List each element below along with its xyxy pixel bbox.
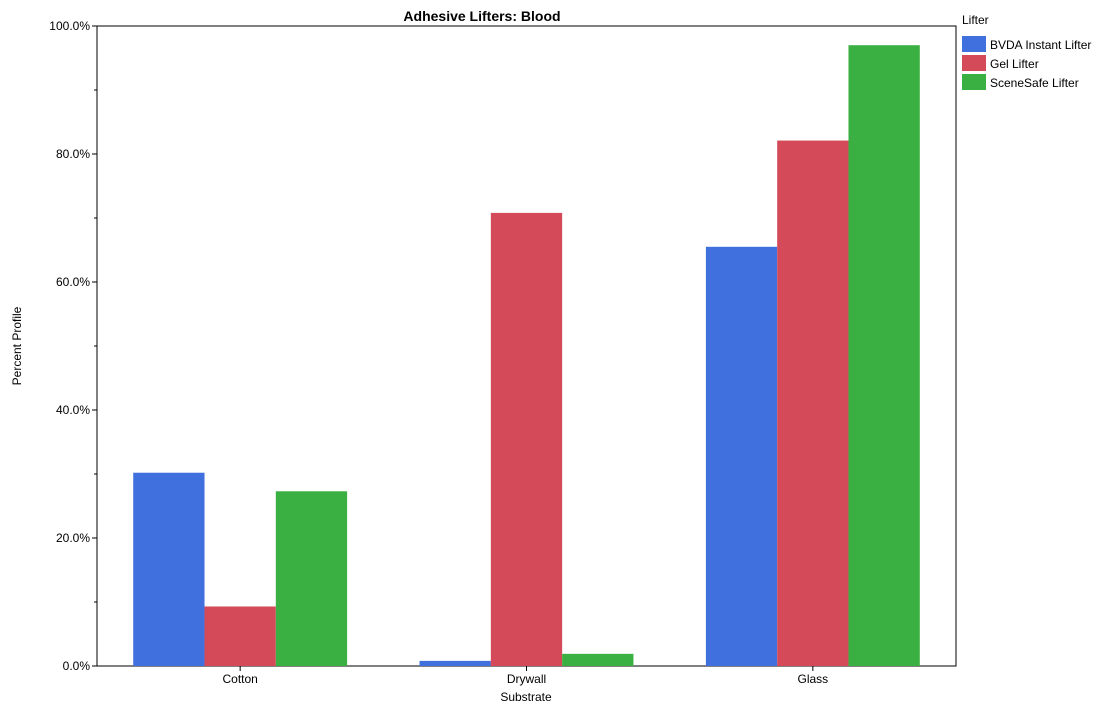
bars [133, 45, 920, 667]
legend-entry: SceneSafe Lifter [990, 76, 1079, 90]
legend-title: Lifter [962, 13, 989, 27]
legend-entry: BVDA Instant Lifter [990, 38, 1091, 52]
x-tick-label: Drywall [507, 672, 546, 686]
y-tick-label: 80.0% [56, 147, 90, 161]
y-tick-label: 40.0% [56, 403, 90, 417]
legend-swatch [962, 55, 986, 71]
bar-drywall-scenesafe-lifter [562, 653, 634, 666]
y-tick-label: 20.0% [56, 531, 90, 545]
bar-cotton-bvda-instant-lifter [133, 472, 205, 666]
legend-entry: Gel Lifter [990, 57, 1039, 71]
bar-cotton-gel-lifter [204, 606, 276, 666]
legend-swatch [962, 36, 986, 52]
bar-drywall-bvda-instant-lifter [419, 660, 491, 666]
x-tick-label: Cotton [222, 672, 257, 686]
bar-glass-bvda-instant-lifter [705, 246, 778, 667]
bar-glass-scenesafe-lifter [848, 45, 920, 666]
y-tick-label: 60.0% [56, 275, 90, 289]
bar-glass-gel-lifter [777, 140, 849, 666]
y-axis-label: Percent Profile [10, 306, 24, 385]
legend: Lifter BVDA Instant Lifter Gel Lifter Scen… [962, 13, 1091, 90]
y-axis: 0.0% 20.0% 40.0% 60.0% 80.0% 100.0% [49, 19, 97, 673]
bar-drywall-gel-lifter [490, 212, 563, 666]
chart-title: Adhesive Lifters: Blood [403, 8, 560, 24]
legend-swatch [962, 74, 986, 90]
y-tick-label: 0.0% [63, 659, 91, 673]
bar-cotton-scenesafe-lifter [275, 491, 348, 666]
x-axis-label: Substrate [500, 690, 552, 704]
x-tick-label: Glass [797, 672, 828, 686]
x-axis: Cotton Drywall Glass [222, 666, 828, 686]
y-tick-label: 100.0% [49, 19, 90, 33]
